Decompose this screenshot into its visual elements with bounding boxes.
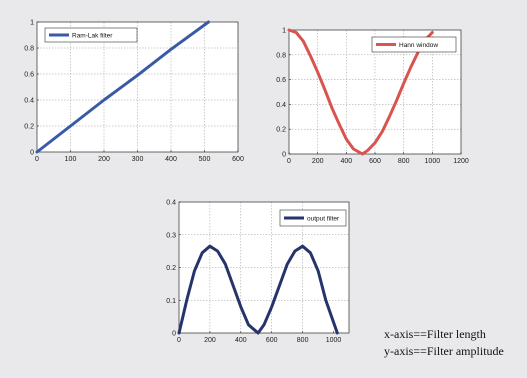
ramlak-x-tick-label: 500 — [199, 156, 211, 163]
hann-x-tick-label: 600 — [369, 158, 381, 165]
hann-y-tick-label: 0.8 — [276, 52, 286, 59]
output-y-tick-label: 0.1 — [166, 298, 176, 305]
x-axis-caption: x-axis==Filter length — [384, 327, 486, 341]
output-y-tick-label: 0 — [172, 331, 176, 338]
ramlak-x-tick-label: 200 — [98, 156, 110, 163]
ramlak-legend-label: Ram-Lak filter — [72, 33, 113, 40]
hann-x-tick-label: 1200 — [453, 158, 469, 165]
output-series-line — [177, 244, 339, 335]
hann-x-tick-label: 200 — [312, 158, 324, 165]
ramlak-x-tick-label: 100 — [65, 156, 77, 163]
output-x-tick-label: 600 — [266, 337, 278, 344]
hann-y-tick-label: 0 — [282, 152, 286, 159]
hann-legend-box — [371, 36, 457, 53]
output-y-tick-label: 0.3 — [166, 232, 176, 239]
hann-y-tick-label: 1 — [282, 28, 286, 35]
ramlak-y-tick-label: 0.4 — [24, 98, 34, 105]
hann-x-tick-label: 0 — [287, 158, 291, 165]
hann-y-tick-label: 0.4 — [276, 102, 286, 109]
ramlak-x-tick-label: 0 — [35, 156, 39, 163]
output-x-tick-label: 200 — [204, 337, 216, 344]
ramlak-x-tick-label: 300 — [132, 156, 144, 163]
ramlak-series-line — [35, 20, 210, 154]
hann-legend-label: Hann window — [399, 42, 438, 49]
output-x-tick-label: 800 — [297, 337, 309, 344]
output-x-tick-label: 1000 — [326, 337, 342, 344]
ramlak-x-tick-label: 600 — [232, 156, 244, 163]
hann-y-tick-label: 0.6 — [276, 77, 286, 84]
ramlak-y-tick-label: 0.6 — [24, 72, 34, 79]
ramlak-y-tick-label: 0 — [30, 150, 34, 157]
ramlak-y-tick-label: 0.2 — [24, 124, 34, 131]
output-x-tick-label: 400 — [235, 337, 247, 344]
ramlak-y-tick-label: 1 — [30, 20, 34, 27]
hann-series-line — [287, 28, 434, 156]
output-legend-label: output filter — [307, 216, 340, 223]
hann-x-tick-label: 800 — [398, 158, 410, 165]
output-y-tick-label: 0.4 — [166, 200, 176, 207]
hann-x-tick-label: 1000 — [425, 158, 441, 165]
output-y-tick-label: 0.2 — [166, 265, 176, 272]
hann-x-tick-label: 400 — [340, 158, 352, 165]
y-axis-caption: y-axis==Filter amplitude — [384, 344, 504, 358]
ramlak-x-tick-label: 400 — [165, 156, 177, 163]
output-x-tick-label: 0 — [177, 337, 181, 344]
output-legend-box — [279, 209, 347, 227]
hann-y-tick-label: 0.2 — [276, 127, 286, 134]
ramlak-y-tick-label: 0.8 — [24, 46, 34, 53]
ramlak-legend-box — [44, 27, 138, 43]
